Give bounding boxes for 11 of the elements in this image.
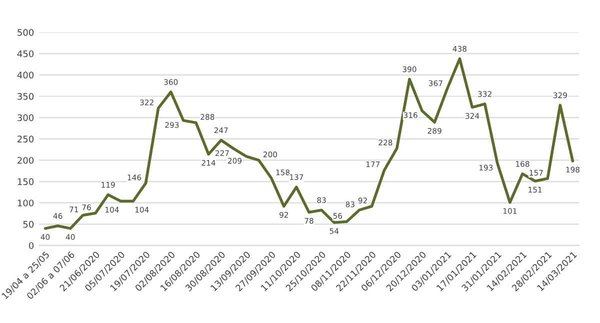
y-tick-label: 400 <box>17 72 34 78</box>
y-tick-label: 50 <box>23 220 34 228</box>
y-tick-label: 300 <box>18 114 34 122</box>
y-tick-label: 150 <box>18 178 34 186</box>
y-tick-label: 200 <box>18 156 34 164</box>
y-tick-label: 450 <box>17 50 34 58</box>
y-tick-label: 500 <box>18 29 34 36</box>
y-tick-label: 0 <box>28 242 34 250</box>
y-tick-label: 350 <box>18 92 34 100</box>
y-tick-label: 250 <box>18 136 34 142</box>
y-tick-label: 100 <box>18 200 34 206</box>
